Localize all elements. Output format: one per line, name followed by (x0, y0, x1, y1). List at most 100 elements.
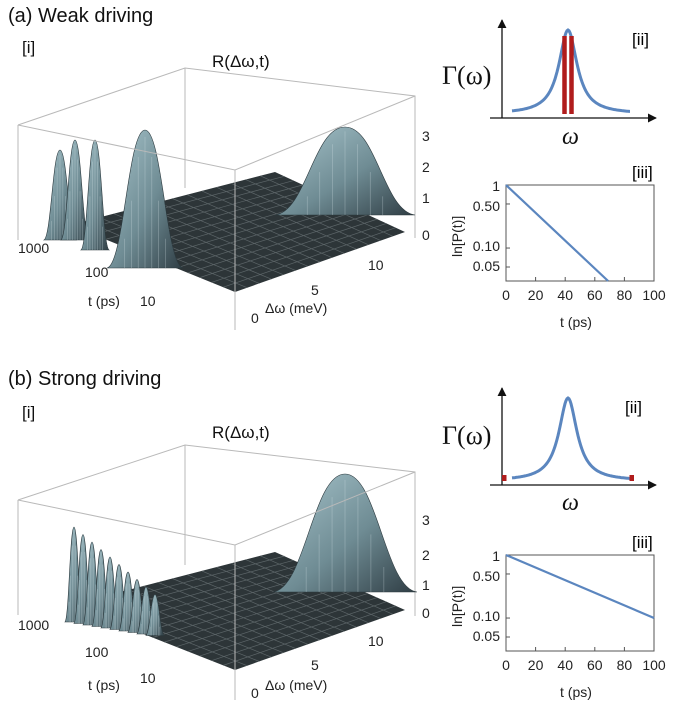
panel-a-ii-label: [ii] (632, 30, 649, 49)
decay-xlabel: t (ps) (560, 314, 592, 330)
x-tick: 60 (587, 287, 603, 303)
grid-line (230, 563, 369, 624)
grid-line (187, 593, 368, 652)
z-tick: 0 (422, 227, 430, 243)
x-tick: 80 (617, 657, 633, 673)
x-tick: 0 (502, 657, 510, 673)
gamma-label: Γ(ω) (442, 61, 491, 90)
panel-b-w-axis: 0 5 10 Δω (meV) (251, 633, 384, 701)
panel-b-iii-label: [iii] (632, 533, 653, 552)
grid-line (187, 574, 333, 637)
decay-xlabel: t (ps) (560, 684, 592, 700)
w-axis-label: Δω (meV) (265, 300, 327, 316)
panel-b-surface-title: R(Δω,t) (212, 423, 270, 442)
grid-line (164, 205, 350, 264)
w-tick: 0 (251, 685, 259, 701)
panel-a-peaks-group (42, 126, 416, 269)
w-axis-label: Δω (meV) (265, 677, 327, 693)
x-tick: 20 (528, 657, 544, 673)
grid-line (223, 227, 396, 288)
panel-b-ii-label: [ii] (625, 398, 642, 417)
grid-line (199, 218, 378, 278)
panel-b-surface-plot: 3 2 1 0 1000 100 10 t (ps) 0 5 10 Δω (me… (17, 444, 430, 701)
panel-b-t-axis: 1000 100 10 t (ps) (18, 617, 156, 693)
x-tick: 20 (528, 287, 544, 303)
panel-b-decay-ticks (505, 554, 655, 651)
x-tick: 100 (642, 657, 666, 673)
z-tick: 1 (422, 190, 430, 206)
panel-a-surface-plot: 3 2 1 0 1000 100 10 t (ps) 0 5 10 Δω (me… (17, 67, 430, 330)
t-tick: 10 (140, 670, 156, 686)
panel-a-w-axis: 0 5 10 Δω (meV) (251, 257, 384, 326)
panel-a-decay-ticks (505, 184, 655, 281)
panel-b-spectrum-plot: Γ(ω) ω [ii] (442, 387, 657, 516)
panel-b-heading: (b) Strong driving (8, 368, 162, 390)
grid-line (164, 584, 350, 643)
w-tick: 5 (311, 657, 319, 673)
t-tick: 1000 (18, 617, 49, 633)
z-tick: 3 (422, 512, 430, 528)
x-tick: 80 (617, 287, 633, 303)
w-tick: 10 (368, 257, 384, 273)
panel-a-z-axis: 3 2 1 0 (422, 128, 430, 243)
panel-b-z-axis: 3 2 1 0 (422, 512, 430, 621)
t-tick: 100 (85, 264, 109, 280)
z-tick: 0 (422, 605, 430, 621)
x-tick: 40 (557, 287, 573, 303)
panel-a-spectrum-plot: Γ(ω) ω [ii] (442, 19, 657, 150)
y-tick: 0.10 (473, 608, 500, 624)
y-tick: 0.50 (473, 568, 500, 584)
z-tick: 2 (422, 547, 430, 563)
panel-b-box-front (17, 471, 416, 700)
z-tick: 2 (422, 159, 430, 175)
x-tick: 100 (642, 287, 666, 303)
decay-line (505, 184, 609, 282)
grid-line (223, 605, 396, 666)
y-tick: 1 (492, 178, 500, 194)
grid-line (216, 566, 357, 628)
decay-ylabel: ln[P(t)] (449, 216, 465, 257)
panel-b-box-back (17, 444, 416, 616)
x-tick: 0 (502, 287, 510, 303)
panel-a-decay-plot: ln[P(t)] t (ps) [iii] 1 0.50 0.10 0.05 0… (449, 163, 666, 330)
t-tick: 10 (140, 293, 156, 309)
decay-frame (505, 184, 655, 282)
spectrum-curve (511, 28, 630, 113)
w-tick: 0 (251, 310, 259, 326)
panel-a-surface-title: R(Δω,t) (212, 52, 270, 71)
y-tick: 0.05 (473, 258, 500, 274)
grid-line (175, 210, 359, 269)
x-tick: 40 (557, 657, 573, 673)
gamma-label: Γ(ω) (442, 421, 491, 450)
omega-label: ω (562, 490, 579, 516)
panel-a-i-label: [i] (22, 38, 36, 57)
panel-b-decay-plot: ln[P(t)] t (ps) [iii] 1 0.50 0.10 0.05 0… (449, 533, 666, 700)
panel-b-peaks-group (64, 473, 418, 636)
y-tick: 0.10 (473, 238, 500, 254)
decay-ylabel: ln[P(t)] (449, 586, 465, 627)
w-tick: 10 (368, 633, 384, 649)
decay-line (505, 553, 655, 620)
panel-a-t-axis: 1000 100 10 t (ps) (18, 240, 156, 309)
panel-a-box-front (17, 95, 416, 330)
panel-a-box-back (17, 67, 416, 240)
grid-line (201, 190, 345, 254)
grid-line (211, 601, 387, 662)
w-tick: 5 (311, 282, 319, 298)
t-tick: 1000 (18, 240, 49, 256)
grid-line (211, 223, 387, 283)
panel-b-i-label: [i] (22, 403, 36, 422)
panel-a-iii-label: [iii] (632, 163, 653, 182)
grid-line (187, 194, 333, 259)
y-tick: 1 (492, 548, 500, 564)
panel-b-markers-group (502, 475, 634, 481)
z-tick: 3 (422, 128, 430, 144)
spectrum-curve (511, 396, 631, 480)
y-tick: 0.50 (473, 198, 500, 214)
y-tick: 0.05 (473, 628, 500, 644)
grid-line (187, 214, 368, 274)
grid-line (216, 186, 357, 250)
decay-frame (505, 554, 655, 652)
omega-label: ω (562, 124, 579, 150)
grid-line (201, 570, 345, 632)
